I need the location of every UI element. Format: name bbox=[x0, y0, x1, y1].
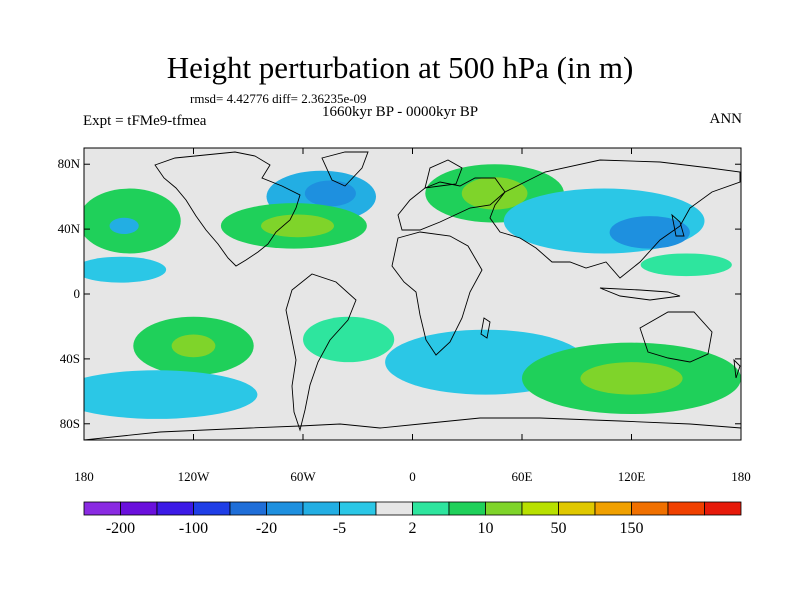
coast-europe bbox=[397, 177, 506, 231]
coastlines bbox=[84, 151, 741, 440]
anomaly-north-pacific-core bbox=[109, 217, 139, 234]
anomaly-south-atlantic-positive bbox=[303, 316, 395, 363]
colorbar-swatch bbox=[229, 501, 267, 516]
lon-label: 60W bbox=[290, 469, 316, 484]
colorbar-swatch bbox=[83, 501, 121, 516]
coast-africa bbox=[391, 231, 483, 356]
anomaly-japan-core bbox=[609, 216, 690, 249]
lon-label: 180 bbox=[74, 469, 94, 484]
anomaly-fields bbox=[84, 164, 741, 419]
colorbar-swatch bbox=[558, 501, 596, 516]
lat-label: 0 bbox=[73, 286, 81, 301]
lat-label: 80N bbox=[57, 156, 80, 172]
colorbar-swatch bbox=[448, 501, 486, 516]
colorbar-swatch bbox=[193, 501, 231, 516]
coast-scandinavia bbox=[424, 159, 463, 189]
anomaly-eastern-us-core bbox=[261, 214, 335, 238]
coast-north-america bbox=[154, 151, 301, 267]
anomaly-south-pacific-core bbox=[171, 334, 216, 358]
anomaly-tropical-pacific-negative bbox=[84, 256, 167, 283]
plot-title: Height perturbation at 500 hPa (in m) bbox=[166, 50, 634, 85]
anomaly-north-atlantic-core bbox=[304, 180, 356, 207]
colorbar-swatch bbox=[375, 501, 413, 516]
colorbar-swatch bbox=[302, 501, 340, 516]
colorbar bbox=[83, 501, 742, 516]
colorbar-swatch bbox=[667, 501, 705, 516]
lon-label: 120E bbox=[617, 469, 646, 484]
colorbar-swatch bbox=[156, 501, 194, 516]
coast-asia bbox=[489, 159, 741, 279]
colorbar-swatch bbox=[266, 501, 304, 516]
colorbar-label: 150 bbox=[619, 520, 644, 537]
time-period-label: 1660kyr BP - 0000kyr BP bbox=[321, 104, 479, 120]
coast-australia bbox=[639, 311, 713, 363]
lat-label: 40N bbox=[57, 221, 80, 237]
coast-japan bbox=[671, 213, 685, 237]
coast-indonesia bbox=[599, 287, 681, 301]
lon-label: 120W bbox=[177, 469, 210, 484]
colorbar-label: -20 bbox=[255, 520, 278, 537]
colorbar-swatch bbox=[120, 501, 158, 516]
coast-south-america bbox=[285, 273, 357, 432]
lon-label: 0 bbox=[409, 469, 416, 484]
colorbar-label: 10 bbox=[477, 520, 494, 537]
anomaly-southern-ocean-negative bbox=[84, 370, 258, 419]
lat-label: 80S bbox=[59, 415, 80, 431]
coast-antarctica bbox=[84, 417, 741, 440]
lon-label: 180 bbox=[731, 469, 751, 484]
colorbar-label: -200 bbox=[105, 520, 136, 537]
colorbar-label: -5 bbox=[332, 520, 347, 537]
colorbar-label: 2 bbox=[408, 520, 417, 537]
season-label: ANN bbox=[709, 111, 743, 127]
experiment-label: Expt = tFMe9-tfmea bbox=[83, 113, 207, 129]
anomaly-west-pacific-positive bbox=[640, 253, 732, 277]
colorbar-swatch bbox=[485, 501, 523, 516]
rmsd-diff-stats: rmsd= 4.42776 diff= 2.36235e-09 bbox=[190, 91, 367, 106]
lon-label: 60E bbox=[511, 469, 533, 484]
coast-new-zealand bbox=[733, 358, 741, 379]
colorbar-swatch bbox=[412, 501, 450, 516]
colorbar-swatch bbox=[631, 501, 669, 516]
colorbar-swatch bbox=[594, 501, 632, 516]
lat-label: 40S bbox=[59, 350, 80, 366]
colorbar-swatch bbox=[704, 501, 742, 516]
anomaly-south-indian-core bbox=[580, 362, 683, 395]
colorbar-swatch bbox=[521, 501, 559, 516]
anomaly-eurasia-core bbox=[461, 177, 528, 210]
colorbar-label: 50 bbox=[550, 520, 567, 537]
coast-greenland bbox=[321, 151, 369, 187]
colorbar-label: -100 bbox=[178, 520, 209, 537]
coast-madagascar bbox=[480, 317, 491, 339]
axis-ticks bbox=[83, 148, 742, 440]
colorbar-swatch bbox=[339, 501, 377, 516]
